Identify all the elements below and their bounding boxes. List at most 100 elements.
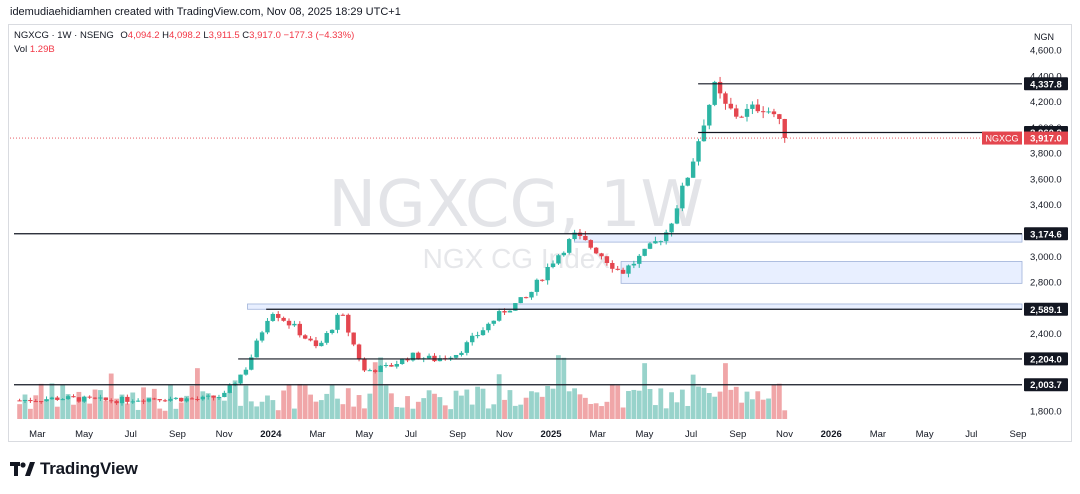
volume-bar — [502, 399, 507, 419]
price-tick: 1,800.0 — [1030, 407, 1062, 418]
candle-body — [222, 392, 227, 398]
level-label-4: 2,204.0 — [1030, 354, 1062, 365]
volume-bar — [135, 409, 141, 419]
time-tick: May — [75, 429, 93, 440]
candle-body — [329, 329, 335, 334]
candle-body — [141, 400, 146, 402]
candle-body — [157, 398, 162, 401]
price-tick: 2,800.0 — [1030, 278, 1062, 289]
candle-body — [276, 313, 281, 318]
volume-bar — [534, 392, 540, 419]
volume-bar — [243, 385, 249, 419]
candle-body — [373, 370, 378, 373]
volume-bar — [717, 391, 723, 419]
tradingview-logo[interactable]: TradingView — [10, 458, 138, 480]
candle-body — [690, 161, 696, 178]
candles-layer — [17, 76, 787, 406]
candle-body — [502, 311, 507, 313]
time-tick: Jul — [685, 429, 697, 440]
candle-body — [507, 310, 513, 313]
zone-2 — [247, 303, 1023, 310]
volume-bar — [17, 404, 23, 419]
volume-bar — [87, 403, 93, 419]
candle-body — [513, 303, 518, 311]
volume-bar — [184, 395, 190, 419]
candle-body — [270, 313, 276, 321]
volume-bar — [33, 395, 39, 419]
candle-body — [367, 370, 373, 372]
candle-body — [550, 263, 556, 267]
candle-body — [98, 397, 103, 399]
candle-body — [319, 342, 324, 347]
volume-bar — [556, 355, 561, 419]
candle-body — [356, 344, 362, 360]
candle-body — [583, 235, 588, 241]
volume-bar — [480, 388, 486, 419]
volume-layer — [17, 355, 788, 419]
candle-body — [486, 323, 491, 331]
volume-bar — [588, 403, 594, 419]
volume-bar — [577, 394, 583, 419]
volume-bar — [383, 385, 389, 419]
volume-bar — [275, 410, 281, 419]
time-axis[interactable]: Mar May Jul Sep Nov 2024 Mar May Jul Sep Nov 2025 Ma… — [29, 429, 1026, 440]
volume-bar — [270, 400, 276, 419]
volume-bar — [426, 390, 432, 419]
candle-body — [135, 400, 141, 402]
volume-bar — [292, 408, 297, 419]
volume-bar — [221, 400, 227, 419]
watermark-main: NGXCG, 1W — [328, 168, 704, 242]
candle-body — [92, 397, 98, 399]
volume-bar — [265, 395, 270, 419]
volume-bar — [523, 397, 529, 419]
time-tick: May — [635, 429, 653, 440]
level-badge-3 — [1024, 302, 1068, 316]
candle-body — [49, 397, 55, 400]
candle-body — [518, 297, 523, 304]
volume-bar — [566, 391, 572, 419]
close-value: 3,917.0 — [249, 30, 281, 41]
volume-bar — [211, 395, 216, 419]
tradingview-logo-icon — [10, 462, 35, 476]
candle-body — [475, 335, 480, 337]
candle-body — [491, 320, 496, 324]
volume-bar — [340, 404, 346, 419]
candle-body — [60, 399, 65, 401]
volume-bar — [636, 390, 642, 419]
volume-bar — [335, 398, 340, 419]
time-tick: 2025 — [540, 429, 562, 440]
candle-body — [647, 243, 653, 249]
volume-bar — [27, 408, 33, 419]
volume-bar — [782, 410, 788, 419]
time-tick: Mar — [870, 429, 886, 440]
volume-bar — [76, 391, 82, 419]
candle-body — [599, 253, 604, 257]
candle-body — [610, 263, 615, 269]
volume-bar — [582, 397, 588, 419]
time-tick: Jul — [965, 429, 977, 440]
candle-body — [545, 266, 550, 281]
time-tick: Nov — [776, 429, 793, 440]
candle-body — [125, 396, 130, 402]
candle-body — [302, 335, 308, 339]
candle-body — [728, 103, 734, 109]
volume-bar — [81, 397, 87, 419]
candle-body — [464, 342, 470, 353]
volume-bar — [749, 399, 755, 419]
level-badge-4 — [1024, 352, 1068, 366]
volume-bar — [593, 403, 599, 419]
candle-body — [292, 323, 297, 326]
candle-body — [109, 400, 114, 402]
candle-body — [17, 400, 22, 402]
price-tick: 3,800.0 — [1030, 149, 1062, 160]
candle-body — [335, 314, 340, 330]
candle-body — [227, 385, 232, 393]
volume-bar — [71, 404, 76, 419]
candle-body — [448, 357, 453, 359]
candle-body — [663, 232, 669, 242]
candle-body — [173, 397, 179, 399]
volume-bar — [372, 362, 378, 419]
volume-bar — [302, 385, 308, 419]
time-tick: Jul — [125, 429, 137, 440]
